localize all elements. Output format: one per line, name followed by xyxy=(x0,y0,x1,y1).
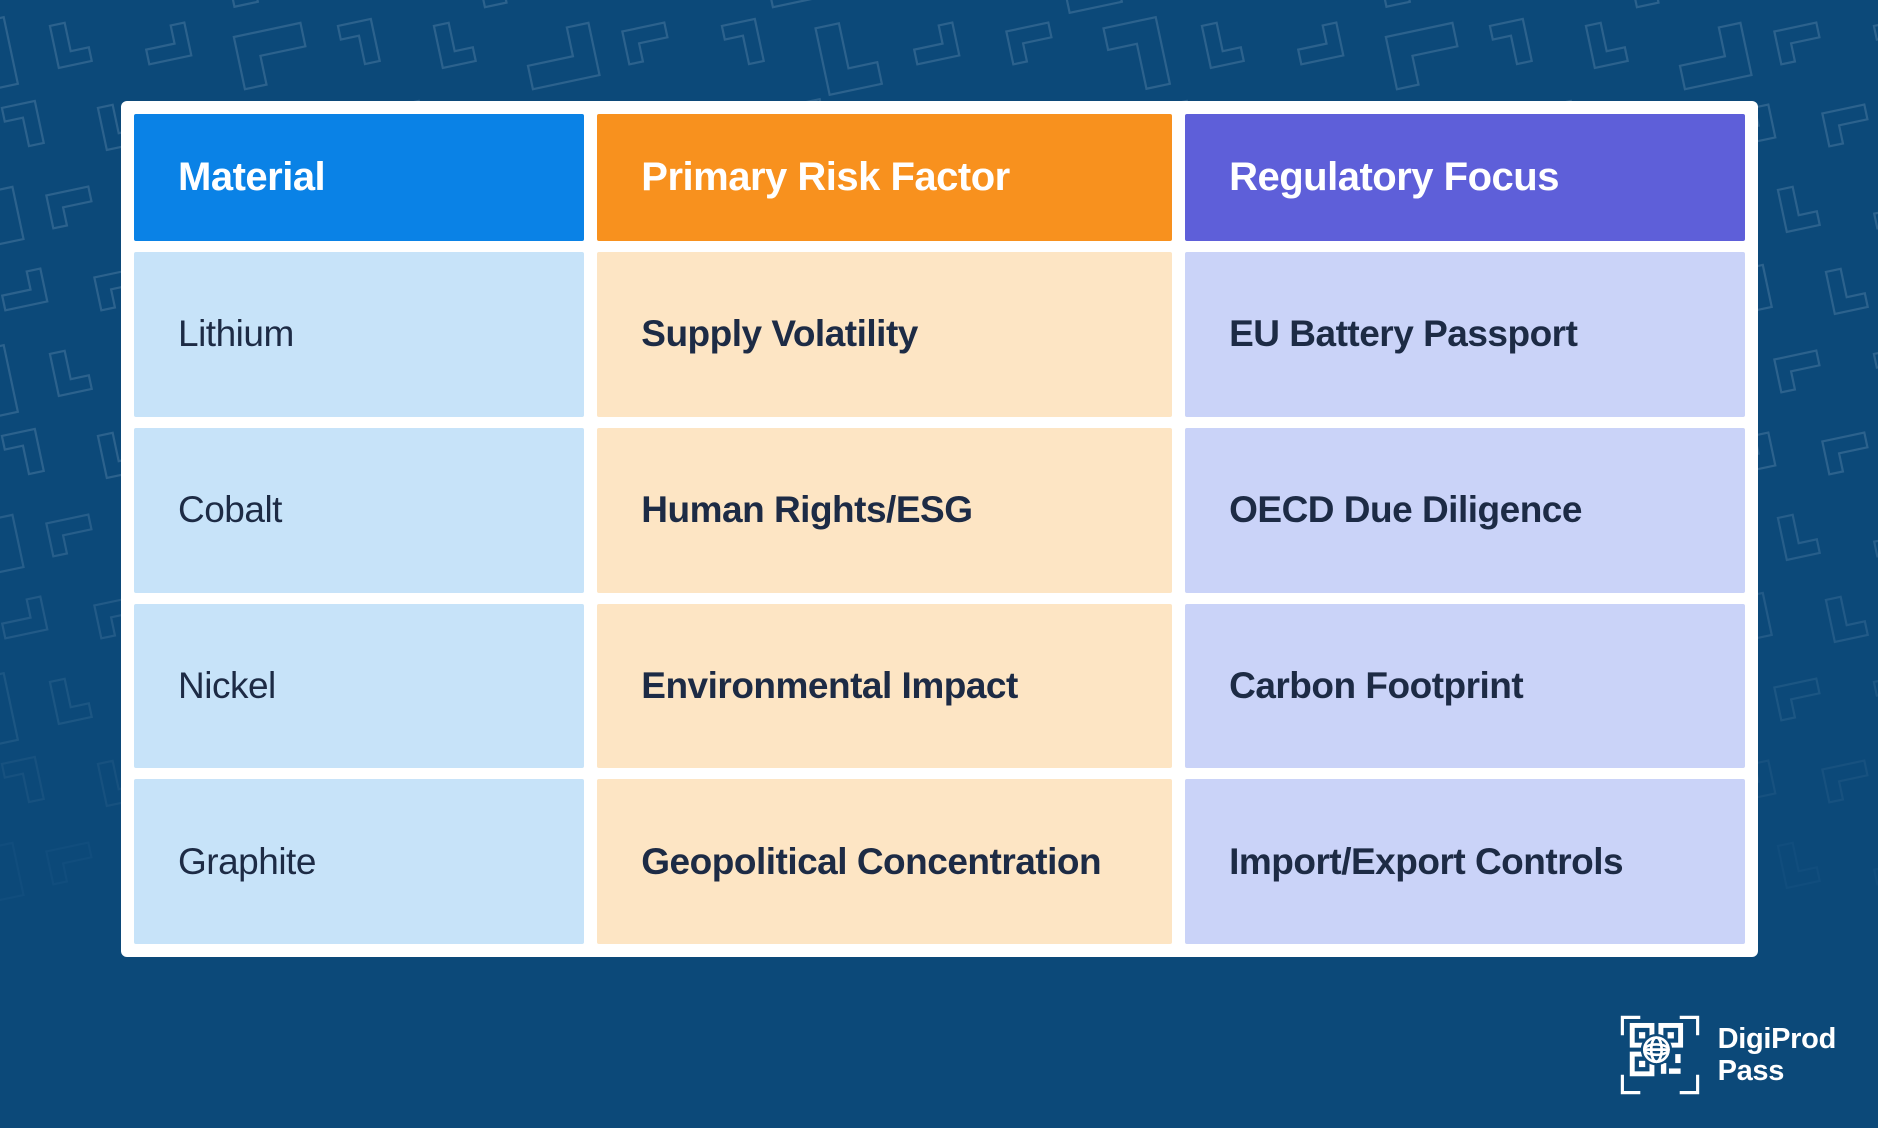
cell-row3-risk: Environmental Impact xyxy=(597,603,1173,769)
brand-name-line2: Pass xyxy=(1717,1055,1785,1087)
column-header-primary-risk-factor: Primary Risk Factor xyxy=(597,114,1173,241)
cell-row3-regulatory: Carbon Footprint xyxy=(1185,603,1745,769)
qr-globe-icon xyxy=(1620,1015,1699,1095)
column-header-material: Material xyxy=(134,114,585,241)
battery-materials-risk-table: Material Primary Risk Factor Regulatory … xyxy=(121,101,1758,957)
cell-row2-material: Cobalt xyxy=(134,427,585,593)
cell-row2-risk: Human Rights/ESG xyxy=(597,427,1173,593)
cell-row4-regulatory: Import/Export Controls xyxy=(1185,779,1745,944)
brand-logo: DigiProd Pass xyxy=(1617,1012,1836,1098)
qr-dots xyxy=(1638,1032,1681,1074)
cell-row1-material: Lithium xyxy=(134,252,585,417)
cell-row4-material: Graphite xyxy=(134,779,585,944)
column-header-regulatory-focus: Regulatory Focus xyxy=(1185,114,1745,241)
cell-row2-regulatory: OECD Due Diligence xyxy=(1185,427,1745,593)
brand-name: DigiProd Pass xyxy=(1717,1022,1837,1088)
cell-row1-regulatory: EU Battery Passport xyxy=(1185,252,1745,417)
globe-icon xyxy=(1642,1036,1670,1064)
brand-name-line1: DigiProd xyxy=(1717,1022,1837,1055)
cell-row3-material: Nickel xyxy=(134,603,585,769)
viewfinder-brackets xyxy=(1620,1015,1699,1095)
cell-row4-risk: Geopolitical Concentration xyxy=(597,779,1173,944)
cell-row1-risk: Supply Volatility xyxy=(597,252,1173,417)
